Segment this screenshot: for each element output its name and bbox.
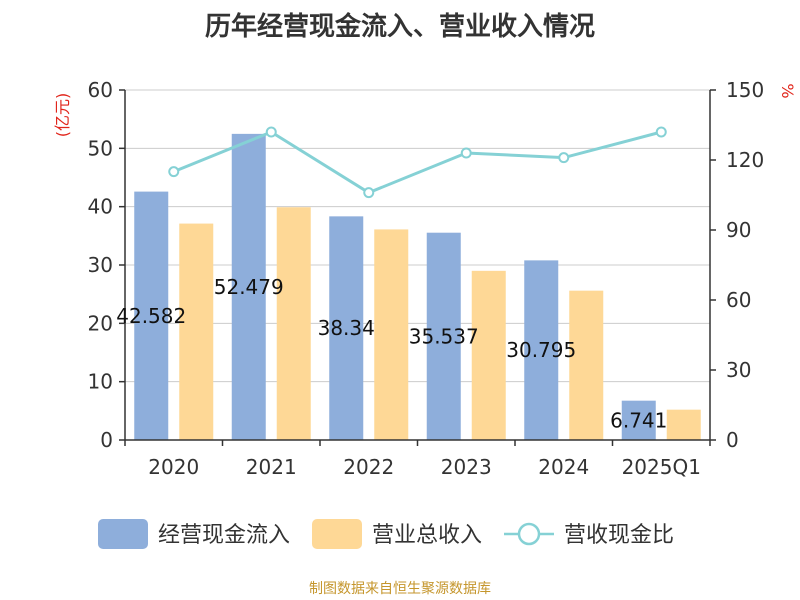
series-line [173, 130, 662, 195]
legend-marker [517, 522, 541, 546]
y-left-tick-label: 60 [88, 78, 113, 102]
x-tick-label: 2022 [343, 455, 394, 479]
y-right-tick-label: 0 [726, 428, 739, 452]
data-label: 42.582 [116, 304, 186, 328]
bar [569, 290, 604, 440]
y-right-tick-label: 90 [726, 218, 751, 242]
bar [524, 260, 559, 440]
x-tick-label: 2023 [441, 455, 492, 479]
line-point [265, 126, 277, 138]
y-left-tick-label: 0 [100, 428, 113, 452]
x-tick-label: 2020 [148, 455, 199, 479]
data-label: 6.741 [610, 408, 667, 432]
source-note: 制图数据来自恒生聚源数据库 [309, 581, 491, 597]
bar [179, 223, 214, 440]
y-right-tick-label: 150 [726, 78, 764, 102]
bar [276, 207, 311, 440]
line-point [363, 187, 375, 199]
bar [134, 191, 169, 440]
axes: 0 10 20 30 40 50 60 0 30 60 90 120 150 2020 2021 2022 20… [53, 78, 797, 479]
legend-swatch [98, 519, 148, 549]
y-right-tick-label: 30 [726, 358, 751, 382]
data-label: 30.795 [506, 338, 576, 362]
legend-label: 经营现金流入 [158, 523, 290, 548]
bar [426, 232, 461, 440]
chart-title: 历年经营现金流入、营业收入情况 [204, 12, 595, 42]
bar [231, 133, 266, 440]
gridlines [125, 89, 710, 383]
y-left-tick-label: 50 [88, 136, 113, 160]
legend-swatch [312, 519, 362, 549]
data-label: 38.34 [318, 316, 375, 340]
y-right-tick-label: 120 [726, 148, 764, 172]
y-left-tick-label: 20 [88, 311, 113, 335]
line-point [655, 126, 667, 138]
y-right-tick-label: 60 [726, 288, 751, 312]
legend: 经营现金流入 营业总收入 营收现金比 [98, 519, 674, 549]
y-right-axis-label: % [778, 83, 797, 98]
line-point [168, 166, 180, 178]
y-left-tick-label: 30 [88, 253, 113, 277]
data-label: 52.479 [214, 275, 284, 299]
line-series [168, 126, 667, 199]
bar [621, 400, 656, 440]
line-point [558, 152, 570, 164]
bar [329, 216, 364, 440]
y-left-tick-label: 40 [88, 195, 113, 219]
data-label: 35.537 [409, 324, 479, 348]
x-tick-label: 2025Q1 [622, 455, 701, 479]
legend-label: 营收现金比 [564, 523, 674, 548]
y-left-axis-label: (亿元) [53, 93, 72, 138]
bar [374, 229, 409, 440]
x-tick-label: 2021 [246, 455, 297, 479]
bar [666, 409, 701, 440]
line-point [460, 147, 472, 159]
data-labels: 42.582 52.479 38.34 35.537 30.795 6.741 [116, 275, 667, 432]
bar [471, 270, 506, 440]
y-left-tick-label: 10 [88, 370, 113, 394]
legend-label: 营业总收入 [372, 523, 482, 548]
x-tick-label: 2024 [538, 455, 589, 479]
bar-series [134, 133, 701, 440]
